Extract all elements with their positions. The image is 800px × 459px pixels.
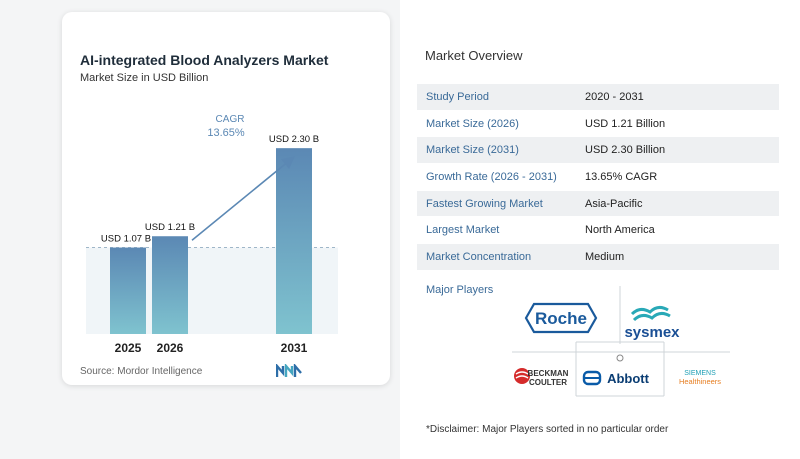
overview-row-value: 13.65% CAGR [585, 170, 658, 183]
beckman-logo-text-1: BECKMAN [528, 369, 569, 378]
data-label-2031: USD 2.30 B [269, 134, 319, 145]
roche-logo-text: Roche [535, 309, 587, 328]
disclaimer: *Disclaimer: Major Players sorted in no … [426, 424, 669, 435]
major-players-logos: Roche sysmex BECKMAN COULTER Abbott SIEM… [512, 286, 730, 397]
bar-2025 [110, 247, 146, 334]
siemens-logo-text-2: Healthineers [679, 377, 721, 386]
data-label-2026: USD 1.21 B [145, 222, 195, 233]
abbott-logo-text: Abbott [607, 371, 650, 386]
overview-row-value: USD 2.30 Billion [585, 144, 666, 157]
overview-row-label: Market Size (2031) [426, 144, 519, 157]
overview-title: Market Overview [425, 48, 523, 63]
overview-row: Market Concentration Medium [417, 244, 779, 271]
mordor-intelligence-logo-icon [276, 364, 302, 377]
overview-row-label: Market Concentration [426, 250, 532, 263]
overview-row: Growth Rate (2026 - 2031) 13.65% CAGR [417, 164, 779, 191]
abbott-logo: Abbott [582, 354, 650, 386]
x-tick-2026: 2026 [157, 341, 184, 355]
overview-row: Fastest Growing Market Asia-Pacific [417, 190, 779, 218]
overview-table: Study Period 2020 - 2031 Market Size (202… [417, 84, 779, 271]
bar-chart: USD 1.07 B 2025 USD 1.21 B 2026 USD 2.30 B 20… [86, 114, 338, 355]
data-label-2025: USD 1.07 B [101, 234, 151, 245]
x-tick-2031: 2031 [281, 341, 308, 355]
chart-title: AI-integrated Blood Analyzers Market [80, 52, 329, 68]
overview-row-label: Growth Rate (2026 - 2031) [426, 170, 557, 183]
chart-subtitle: Market Size in USD Billion [80, 72, 209, 84]
cagr-label: CAGR [216, 114, 245, 125]
overview-row-label: Study Period [426, 90, 489, 103]
overview-row: Market Size (2031) USD 2.30 Billion [417, 137, 779, 165]
x-tick-2025: 2025 [115, 341, 142, 355]
roche-logo: Roche [524, 302, 598, 334]
sysmex-logo-text: sysmex [624, 324, 680, 341]
overview-row-value: North America [585, 224, 655, 237]
major-players-label: Major Players [426, 284, 494, 296]
overview-row-label: Largest Market [426, 224, 500, 237]
sysmex-logo: sysmex [624, 305, 680, 341]
overview-row: Market Size (2026) USD 1.21 Billion [417, 110, 779, 138]
beckman-coulter-logo: BECKMAN COULTER [514, 368, 569, 387]
beckman-logo-text-2: COULTER [529, 378, 567, 387]
overview-row-label: Fastest Growing Market [426, 197, 543, 210]
bar-2031 [276, 148, 312, 334]
overview-row-value: 2020 - 2031 [585, 90, 644, 103]
cagr-value: 13.65% [207, 127, 245, 139]
siemens-healthineers-logo: SIEMENS Healthineers [679, 370, 721, 386]
overview-row-label: Market Size (2026) [426, 117, 519, 130]
overview-row: Study Period 2020 - 2031 [417, 84, 779, 111]
source-note: Source: Mordor Intelligence [80, 366, 203, 377]
bar-2026 [152, 236, 188, 334]
cagr-arrow [191, 156, 295, 241]
overview-row-value: USD 1.21 Billion [585, 117, 666, 130]
overview-row: Largest Market North America [417, 217, 779, 245]
overview-row-value: Asia-Pacific [585, 197, 643, 210]
overview-row-value: Medium [585, 250, 625, 263]
siemens-logo-text-1: SIEMENS [684, 370, 716, 377]
